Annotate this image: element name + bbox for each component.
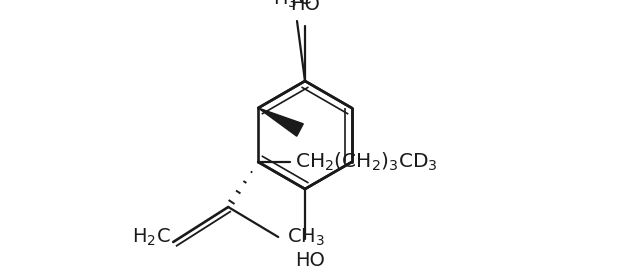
Text: CH$_3$: CH$_3$ — [287, 226, 325, 248]
Text: H$_2$C: H$_2$C — [132, 226, 171, 248]
Text: CH$_2$(CH$_2$)$_3$CD$_3$: CH$_2$(CH$_2$)$_3$CD$_3$ — [295, 151, 438, 173]
Text: HO: HO — [290, 0, 320, 13]
Polygon shape — [258, 108, 303, 136]
Text: HO: HO — [295, 251, 325, 271]
Text: H$_3$C: H$_3$C — [273, 0, 311, 10]
